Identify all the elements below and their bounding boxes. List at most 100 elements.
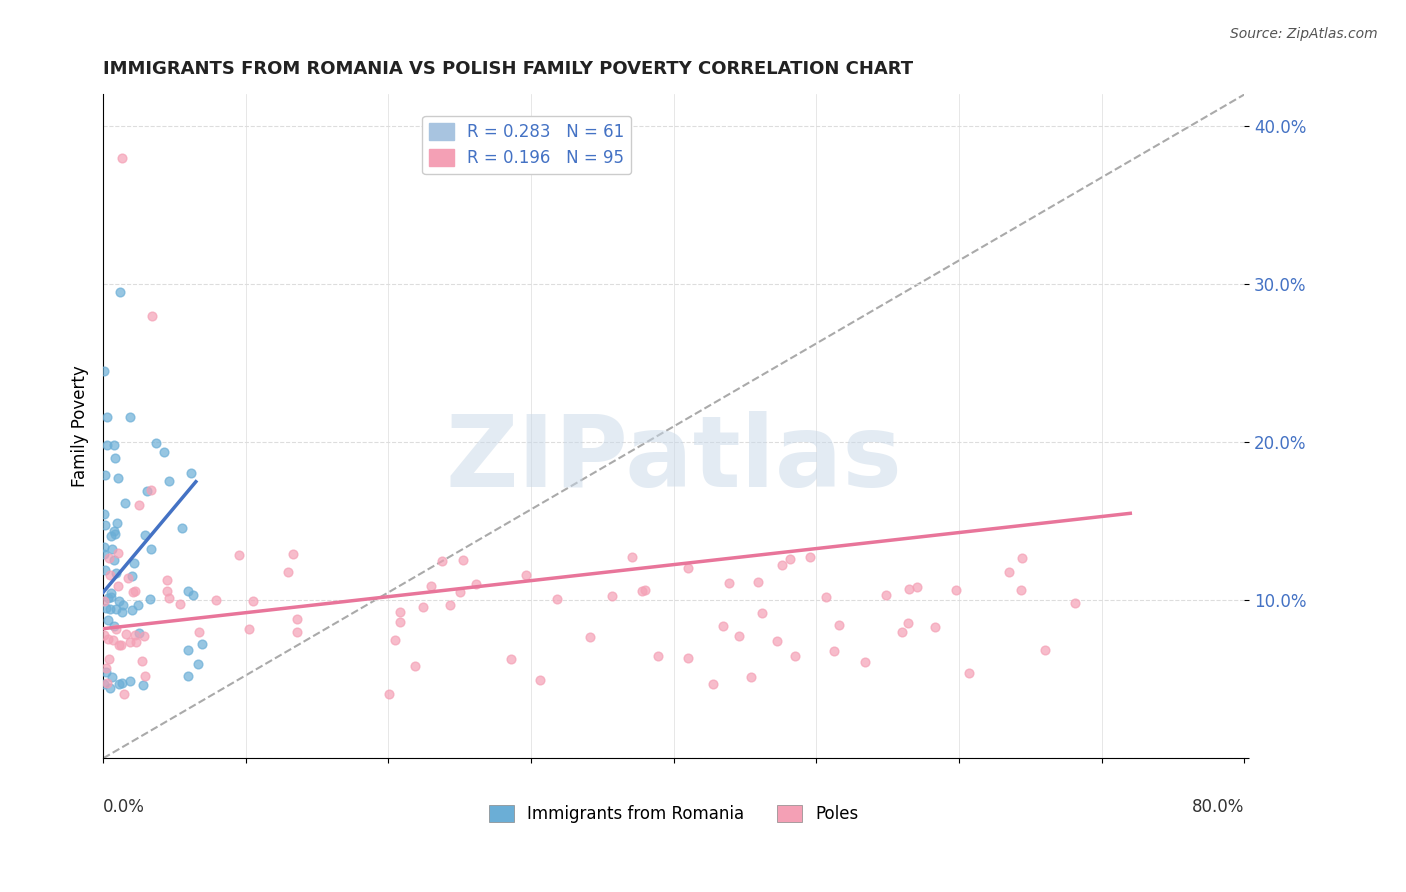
- Poles: [169, 597, 191, 611]
- Immigrants from Romania: [93, 547, 115, 561]
- Poles: [242, 594, 264, 608]
- Poles: [998, 565, 1021, 579]
- Immigrants from Romania: [114, 496, 136, 510]
- Poles: [579, 630, 602, 644]
- Text: Source: ZipAtlas.com: Source: ZipAtlas.com: [1230, 27, 1378, 41]
- Poles: [779, 552, 801, 566]
- Poles: [529, 673, 551, 687]
- Immigrants from Romania: [107, 471, 129, 485]
- Immigrants from Romania: [96, 591, 118, 606]
- Poles: [630, 583, 652, 598]
- Poles: [412, 600, 434, 615]
- Poles: [107, 638, 129, 652]
- Immigrants from Romania: [176, 669, 198, 683]
- Poles: [439, 598, 461, 612]
- Immigrants from Romania: [157, 474, 180, 488]
- Poles: [875, 588, 897, 602]
- Immigrants from Romania: [93, 507, 115, 521]
- Immigrants from Romania: [134, 528, 156, 542]
- Poles: [419, 579, 441, 593]
- Poles: [828, 618, 851, 632]
- Poles: [94, 661, 117, 675]
- Immigrants from Romania: [153, 445, 176, 459]
- Y-axis label: Family Poverty: Family Poverty: [72, 366, 89, 487]
- Poles: [97, 632, 120, 646]
- Poles: [107, 579, 129, 593]
- Immigrants from Romania: [104, 602, 127, 616]
- Immigrants from Romania: [100, 529, 122, 543]
- Immigrants from Romania: [176, 642, 198, 657]
- Immigrants from Romania: [111, 675, 134, 690]
- Poles: [187, 624, 209, 639]
- Poles: [285, 625, 308, 640]
- Poles: [621, 549, 644, 564]
- Text: ZIPatlas: ZIPatlas: [446, 411, 903, 508]
- Poles: [1010, 583, 1032, 598]
- Immigrants from Romania: [108, 594, 131, 608]
- Poles: [110, 638, 132, 652]
- Poles: [156, 584, 179, 599]
- Immigrants from Romania: [128, 625, 150, 640]
- Immigrants from Romania: [107, 516, 129, 530]
- Legend: Immigrants from Romania, Poles: Immigrants from Romania, Poles: [482, 798, 866, 830]
- Poles: [957, 666, 980, 681]
- Poles: [647, 649, 669, 664]
- Immigrants from Romania: [98, 681, 121, 695]
- Immigrants from Romania: [96, 410, 118, 425]
- Poles: [515, 567, 537, 582]
- Poles: [897, 616, 920, 631]
- Poles: [93, 594, 115, 608]
- Immigrants from Romania: [104, 527, 127, 541]
- Immigrants from Romania: [101, 541, 124, 556]
- Immigrants from Romania: [93, 364, 115, 378]
- Immigrants from Romania: [93, 676, 115, 690]
- Immigrants from Romania: [94, 467, 117, 482]
- Poles: [1033, 643, 1056, 657]
- Poles: [676, 561, 699, 575]
- Poles: [98, 568, 121, 582]
- Poles: [770, 558, 793, 572]
- Poles: [766, 633, 789, 648]
- Immigrants from Romania: [181, 588, 204, 602]
- Poles: [465, 576, 488, 591]
- Immigrants from Romania: [100, 590, 122, 604]
- Text: IMMIGRANTS FROM ROMANIA VS POLISH FAMILY POVERTY CORRELATION CHART: IMMIGRANTS FROM ROMANIA VS POLISH FAMILY…: [103, 60, 914, 78]
- Poles: [115, 627, 138, 641]
- Immigrants from Romania: [100, 670, 122, 684]
- Poles: [678, 651, 700, 665]
- Poles: [430, 553, 453, 567]
- Immigrants from Romania: [112, 598, 135, 612]
- Immigrants from Romania: [139, 591, 162, 606]
- Poles: [105, 623, 128, 637]
- Immigrants from Romania: [124, 556, 146, 570]
- Poles: [277, 565, 299, 579]
- Immigrants from Romania: [108, 285, 131, 299]
- Immigrants from Romania: [108, 677, 131, 691]
- Poles: [751, 606, 773, 620]
- Poles: [1064, 596, 1087, 610]
- Poles: [111, 151, 134, 165]
- Immigrants from Romania: [127, 599, 149, 613]
- Poles: [93, 628, 115, 642]
- Poles: [157, 591, 180, 606]
- Poles: [128, 499, 150, 513]
- Poles: [898, 582, 921, 597]
- Immigrants from Romania: [96, 438, 118, 452]
- Immigrants from Romania: [105, 566, 128, 580]
- Immigrants from Romania: [104, 450, 127, 465]
- Immigrants from Romania: [120, 673, 142, 688]
- Immigrants from Romania: [145, 436, 167, 450]
- Poles: [139, 483, 162, 497]
- Poles: [134, 669, 156, 683]
- Immigrants from Romania: [132, 677, 155, 691]
- Poles: [711, 619, 734, 633]
- Poles: [717, 575, 740, 590]
- Poles: [98, 652, 121, 666]
- Poles: [945, 583, 967, 598]
- Immigrants from Romania: [103, 619, 125, 633]
- Poles: [103, 633, 125, 648]
- Immigrants from Romania: [103, 524, 125, 538]
- Poles: [600, 590, 623, 604]
- Poles: [499, 651, 522, 665]
- Poles: [453, 553, 475, 567]
